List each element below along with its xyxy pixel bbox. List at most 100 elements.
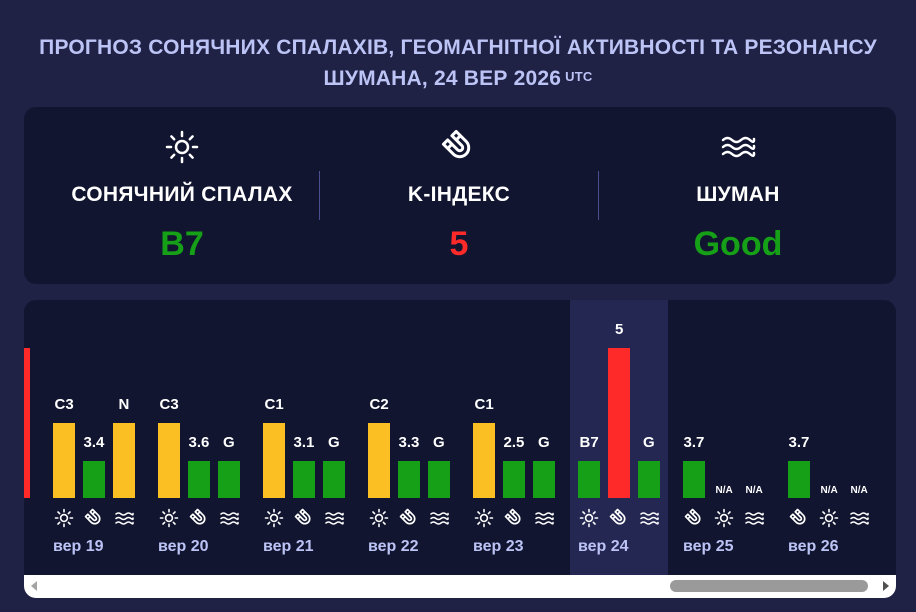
day-label: вер 23 [473, 538, 524, 555]
kindex-bar [788, 461, 810, 498]
clipped-bar [24, 348, 30, 498]
divider [319, 171, 320, 220]
kindex-label: 3.1 [293, 434, 315, 451]
schumann-label: G [538, 434, 550, 451]
flare-label: C2 [369, 396, 389, 413]
day-label: вер 25 [683, 538, 734, 555]
kindex-bar [83, 461, 105, 498]
sun-icon [474, 508, 494, 528]
flare-bar [368, 423, 390, 498]
page-title-text: ПРОГНОЗ СОНЯЧНИХ СПАЛАХІВ, ГЕОМАГНІТНОЇ … [39, 36, 877, 90]
schumann-label: G [433, 434, 445, 451]
solar-flare-value: B7 [160, 225, 204, 263]
timezone-label: UTC [565, 69, 593, 84]
flare-label: C3 [159, 396, 179, 413]
summary-solar: СОНЯЧНИЙ СПАЛАХ B7 [24, 107, 340, 284]
day-label: вер 26 [788, 538, 839, 555]
flare-bar [53, 423, 75, 498]
kindex-bar [398, 461, 420, 498]
schumann-bar [113, 423, 135, 498]
sun-icon [819, 508, 839, 528]
flare-label: N/A [715, 485, 733, 496]
kindex-label: 3.4 [83, 434, 105, 451]
kindex-label: 2.5 [503, 434, 525, 451]
kindex-bar [188, 461, 210, 498]
summary-schumann: ШУМАН Good [599, 107, 877, 284]
sun-icon [159, 508, 179, 528]
kindex-value: 5 [449, 225, 469, 263]
page-title: ПРОГНОЗ СОНЯЧНИХ СПАЛАХІВ, ГЕОМАГНІТНОЇ … [0, 32, 916, 94]
magnet-icon [504, 508, 521, 525]
schumann-label: G [223, 434, 235, 451]
waves-icon [535, 512, 554, 525]
flare-bar [578, 461, 600, 498]
waves-icon [640, 512, 659, 525]
sun-icon [369, 508, 389, 528]
schumann-label: N/A [850, 485, 868, 496]
sun-icon [264, 508, 284, 528]
waves-icon [430, 512, 449, 525]
magnet-icon [189, 508, 206, 525]
flare-label: C1 [264, 396, 284, 413]
day-label: вер 24 [578, 538, 629, 555]
flare-label: C1 [474, 396, 494, 413]
schumann-label: N [118, 396, 130, 413]
waves-icon [115, 512, 134, 525]
sun-icon [579, 508, 599, 528]
magnet-icon [609, 508, 626, 525]
flare-bar [473, 423, 495, 498]
scroll-left-arrow[interactable] [31, 581, 37, 591]
solar-flare-label: СОНЯЧНИЙ СПАЛАХ [71, 183, 293, 206]
magnet-icon [399, 508, 416, 525]
schumann-bar [218, 461, 240, 498]
waves-icon [745, 512, 764, 525]
flare-label: C3 [54, 396, 74, 413]
kindex-bar [293, 461, 315, 498]
horizontal-scrollbar[interactable] [24, 575, 896, 598]
schumann-bar [323, 461, 345, 498]
kindex-bar [503, 461, 525, 498]
kindex-label: 3.7 [788, 434, 810, 451]
kindex-label: 5 [615, 321, 624, 338]
day-label: вер 20 [158, 538, 209, 555]
day-label: вер 21 [263, 538, 314, 555]
schumann-bar [638, 461, 660, 498]
magnet-icon [789, 508, 806, 525]
schumann-label: N/A [745, 485, 763, 496]
flare-bar [263, 423, 285, 498]
flare-label: N/A [820, 485, 838, 496]
waves-icon [220, 512, 239, 525]
schumann-label: G [328, 434, 340, 451]
waves-icon [721, 136, 756, 158]
day-label: вер 19 [53, 538, 104, 555]
divider [598, 171, 599, 220]
sun-icon [165, 130, 199, 164]
summary-panel: СОНЯЧНИЙ СПАЛАХ B7 K-ІНДЕКС 5 ШУМАН Good [24, 107, 896, 284]
magnet-icon [684, 508, 701, 525]
schumann-label: G [643, 434, 655, 451]
schumann-bar [533, 461, 555, 498]
summary-kindex: K-ІНДЕКС 5 [320, 107, 598, 284]
schumann-bar [428, 461, 450, 498]
kindex-label: 3.3 [398, 434, 420, 451]
kindex-label: 3.6 [188, 434, 210, 451]
kindex-bar [608, 348, 630, 498]
magnet-icon [441, 129, 471, 159]
magnet-icon [294, 508, 311, 525]
waves-icon [850, 512, 869, 525]
schumann-label: ШУМАН [696, 183, 780, 206]
day-label: вер 22 [368, 538, 419, 555]
sun-icon [54, 508, 74, 528]
flare-label: B7 [579, 434, 599, 451]
schumann-value: Good [693, 225, 783, 263]
waves-icon [325, 512, 344, 525]
kindex-bar [683, 461, 705, 498]
magnet-icon [84, 508, 101, 525]
kindex-label: K-ІНДЕКС [407, 183, 511, 206]
scroll-right-arrow[interactable] [883, 581, 889, 591]
kindex-label: 3.7 [683, 434, 705, 451]
scrollbar-thumb[interactable] [670, 580, 868, 592]
flare-bar [158, 423, 180, 498]
sun-icon [714, 508, 734, 528]
